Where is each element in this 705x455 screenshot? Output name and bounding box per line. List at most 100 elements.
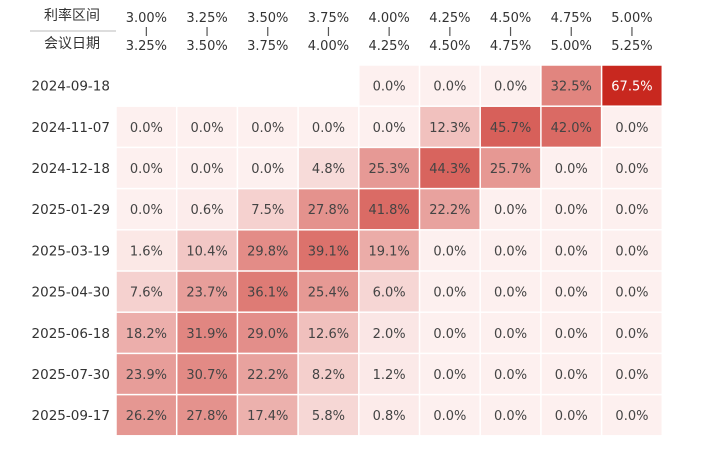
heatmap-cell xyxy=(298,354,359,394)
heatmap-cell xyxy=(420,106,480,147)
row-date-label: 2025-06-18 xyxy=(32,326,110,342)
heatmap-cell xyxy=(602,354,662,394)
cell-value-label: 0.0% xyxy=(191,162,224,177)
heatmap-cell xyxy=(116,395,176,436)
cell-value-label: 0.0% xyxy=(433,327,466,342)
cell-value-label: 0.0% xyxy=(373,121,406,136)
heatmap-cell xyxy=(116,148,176,188)
heatmap-cell xyxy=(298,312,359,353)
cell-value-label: 0.0% xyxy=(615,368,648,383)
heatmap-cell xyxy=(480,148,541,188)
heatmap-cell xyxy=(177,230,237,271)
heatmap-cell xyxy=(238,230,298,271)
heatmap-cell xyxy=(359,354,419,394)
column-low-label: 5.00% xyxy=(611,11,652,26)
heatmap-cell xyxy=(541,395,601,436)
cell-value-label: 25.4% xyxy=(308,286,349,301)
header-meeting-date-label: 会议日期 xyxy=(44,36,100,52)
cell-value-label: 0.0% xyxy=(494,80,527,95)
column-low-label: 3.50% xyxy=(247,11,288,26)
cell-value-label: 0.0% xyxy=(191,121,224,136)
cell-value-label: 0.0% xyxy=(433,244,466,259)
heatmap-cell xyxy=(177,106,237,147)
heatmap-cell xyxy=(480,271,541,312)
heatmap-cell xyxy=(177,189,237,230)
column-low-label: 4.00% xyxy=(368,11,409,26)
heatmap-cell xyxy=(238,271,298,312)
column-low-label: 3.25% xyxy=(186,11,227,26)
cell-value-label: 0.0% xyxy=(494,203,527,218)
heatmap-cell xyxy=(298,271,359,312)
row-date-label: 2024-11-07 xyxy=(32,120,110,136)
heatmap-cell xyxy=(480,354,541,394)
cell-value-label: 30.7% xyxy=(186,368,227,383)
heatmap-cell xyxy=(541,189,601,230)
heatmap-cell xyxy=(177,354,237,394)
cell-value-label: 41.8% xyxy=(368,203,409,218)
column-low-label: 3.00% xyxy=(126,11,167,26)
cell-value-label: 1.2% xyxy=(373,368,406,383)
cell-value-label: 29.8% xyxy=(247,244,288,259)
column-high-label: 4.00% xyxy=(308,39,349,54)
cell-value-label: 27.8% xyxy=(186,409,227,424)
column-high-label: 4.75% xyxy=(490,39,531,54)
heatmap-cell xyxy=(298,395,359,436)
column-high-label: 5.25% xyxy=(611,39,652,54)
cell-value-label: 0.0% xyxy=(433,409,466,424)
heatmap-cell xyxy=(116,106,176,147)
heatmap-cell xyxy=(480,395,541,436)
heatmap-cell xyxy=(238,354,298,394)
cell-value-label: 22.2% xyxy=(429,203,470,218)
cell-value-label: 31.9% xyxy=(186,327,227,342)
row-date-label: 2025-01-29 xyxy=(32,202,110,218)
cell-value-label: 0.0% xyxy=(433,368,466,383)
cell-value-label: 17.4% xyxy=(247,409,288,424)
heatmap-cell xyxy=(177,312,237,353)
cell-value-label: 0.0% xyxy=(555,244,588,259)
heatmap-cell xyxy=(420,271,480,312)
heatmap-cell xyxy=(480,230,541,271)
column-high-label: 4.25% xyxy=(368,39,409,54)
heatmap-cell xyxy=(480,65,541,106)
cell-value-label: 12.3% xyxy=(429,121,470,136)
heatmap-cell xyxy=(359,189,419,230)
column-low-label: 4.25% xyxy=(429,11,470,26)
column-low-label: 3.75% xyxy=(308,11,349,26)
heatmap-cell xyxy=(359,271,419,312)
cell-value-label: 12.6% xyxy=(308,327,349,342)
cell-value-label: 0.0% xyxy=(494,286,527,301)
heatmap-cell xyxy=(541,230,601,271)
cell-value-label: 45.7% xyxy=(490,121,531,136)
heatmap-cell xyxy=(359,230,419,271)
heatmap-cell xyxy=(541,148,601,188)
heatmap-cell xyxy=(602,148,662,188)
heatmap-cell xyxy=(298,230,359,271)
heatmap-cell xyxy=(420,65,480,106)
cell-value-label: 25.7% xyxy=(490,162,531,177)
cell-value-label: 1.6% xyxy=(130,244,163,259)
heatmap-cell xyxy=(116,230,176,271)
heatmap-cell xyxy=(602,106,662,147)
cell-value-label: 0.0% xyxy=(494,244,527,259)
heatmap-cell xyxy=(541,312,601,353)
row-date-label: 2024-09-18 xyxy=(32,79,110,95)
row-date-label: 2025-03-19 xyxy=(32,243,110,259)
column-high-label: 3.50% xyxy=(186,39,227,54)
cell-value-label: 7.6% xyxy=(130,286,163,301)
cell-value-label: 0.0% xyxy=(494,327,527,342)
cell-value-label: 2.0% xyxy=(373,327,406,342)
row-date-label: 2025-09-17 xyxy=(32,408,110,424)
heatmap-cell xyxy=(298,106,359,147)
cell-value-label: 0.0% xyxy=(615,162,648,177)
cell-value-label: 0.6% xyxy=(191,203,224,218)
cell-value-label: 36.1% xyxy=(247,286,288,301)
heatmap-cell xyxy=(602,312,662,353)
heatmap-cell xyxy=(480,189,541,230)
heatmap-cell xyxy=(238,189,298,230)
heatmap-cell xyxy=(420,189,480,230)
heatmap-cell xyxy=(602,395,662,436)
cell-value-label: 0.0% xyxy=(555,203,588,218)
cell-value-label: 0.0% xyxy=(615,327,648,342)
heatmap-cell xyxy=(480,312,541,353)
